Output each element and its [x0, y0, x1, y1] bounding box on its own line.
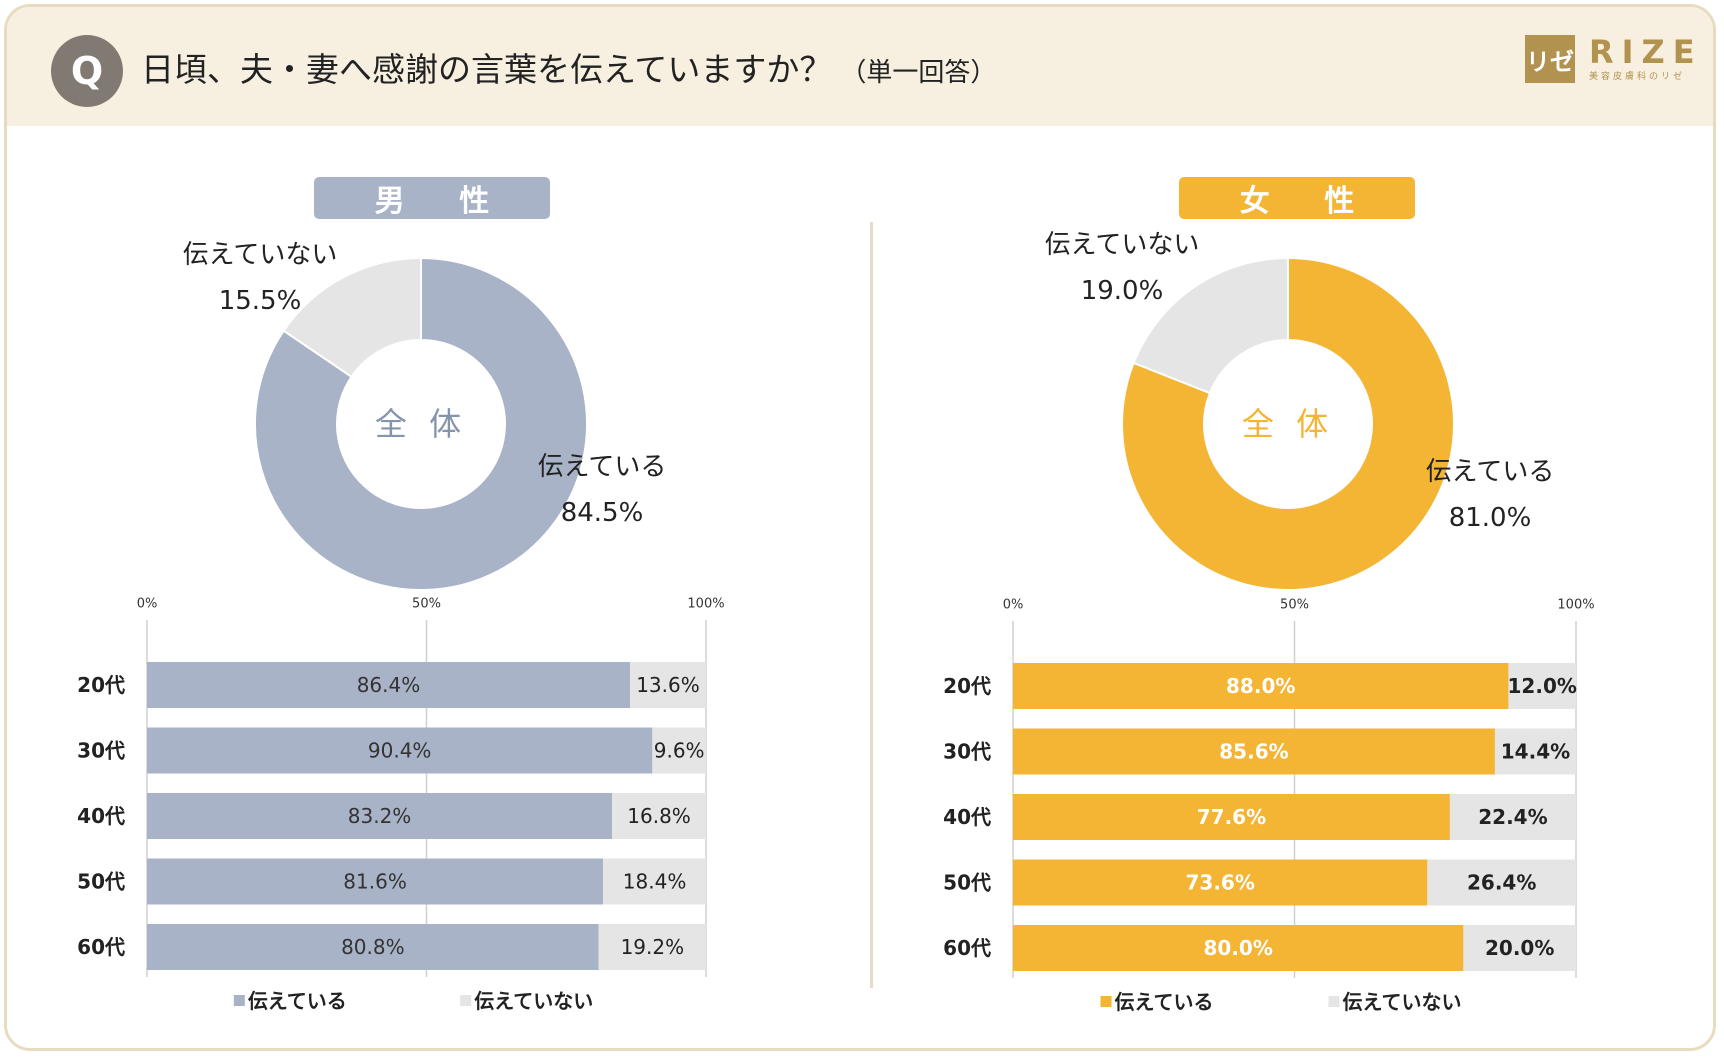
male-bars-category-label: 40代: [77, 804, 125, 828]
female-bars-tick-label: 50%: [1280, 598, 1309, 613]
male-bars-bar-no: [612, 793, 706, 839]
logo-mark: リゼ: [1525, 35, 1575, 83]
male-bars-bar-yes: [147, 858, 604, 905]
female-donut-value-no: 19.0%: [1081, 276, 1164, 306]
male-bars-legend-swatch-no: [460, 995, 472, 1006]
male-donut-slice-yes: [254, 256, 588, 591]
female-bars-bar-no: [1463, 925, 1576, 971]
male-donut-label-yes: 伝えている: [538, 452, 667, 482]
female-bars-legend-label-no: 伝えていない: [1343, 990, 1462, 1014]
female-bars-tick-label: 0%: [1003, 598, 1024, 613]
female-donut-slice-yes: [1121, 256, 1455, 591]
male-bars-legend-swatch-yes: [233, 995, 245, 1006]
female-bars-legend-swatch-yes: [1100, 996, 1112, 1007]
male-donut-slice-no: [282, 256, 422, 379]
male-bars-bar-no-label: 16.8%: [627, 804, 691, 828]
male-donut-value-yes: 84.5%: [561, 498, 644, 528]
male-bars-bar-yes: [147, 662, 630, 708]
female-bars-category-label: 20代: [943, 674, 991, 698]
male-bars-category-label: 50代: [77, 870, 125, 894]
female-bars-bar-no-label: 14.4%: [1501, 740, 1570, 764]
male-bars-category-label: 20代: [77, 673, 125, 697]
male-bars-bar-yes-label: 80.8%: [341, 935, 405, 959]
female-bars-bar-no-label: 12.0%: [1508, 674, 1577, 698]
panel-divider: [870, 222, 873, 988]
female-bars-legend-swatch-no: [1328, 996, 1340, 1007]
question-note: （単一回答）: [840, 58, 997, 88]
female-donut-label-yes: 伝えている: [1426, 457, 1555, 487]
logo-text: RIZE: [1589, 33, 1703, 71]
female-bars-bar-yes-label: 77.6%: [1197, 805, 1266, 829]
female-bars-bar-yes: [1013, 663, 1509, 709]
male-donut-label-no: 伝えていない: [183, 240, 338, 270]
male-bars-bar-no-label: 9.6%: [654, 739, 705, 763]
question-badge: Q: [51, 35, 123, 107]
male-bars-bar-yes-label: 90.4%: [368, 739, 432, 763]
female-bars-bar-yes-label: 73.6%: [1185, 871, 1254, 895]
female-bars-bar-no: [1494, 728, 1576, 775]
female-bars-category-label: 50代: [943, 871, 991, 895]
male-bars-legend-label-yes: 伝えている: [248, 989, 347, 1013]
female-bars-bar-yes-label: 88.0%: [1226, 674, 1295, 698]
female-bars-category-label: 40代: [943, 805, 991, 829]
female-bars-bar-no: [1508, 663, 1576, 709]
female-donut-slice-no: [1132, 256, 1289, 395]
male-bars-bar-no-label: 19.2%: [621, 935, 685, 959]
female-donut-value-yes: 81.0%: [1449, 503, 1532, 533]
female-bars-bar-no-label: 22.4%: [1478, 805, 1547, 829]
male-donut-value-no: 15.5%: [219, 286, 302, 316]
male-bars-bar-yes-label: 81.6%: [343, 870, 407, 894]
male-panel-title: 男 性: [314, 177, 550, 219]
male-bars-bar-yes: [147, 793, 613, 839]
male-bars-category-label: 60代: [77, 935, 125, 959]
male-bars-tick-label: 50%: [412, 597, 441, 612]
female-bars-category-label: 30代: [943, 740, 991, 764]
male-bars-category-label: 30代: [77, 739, 125, 763]
female-panel-title: 女 性: [1179, 177, 1415, 219]
male-bars-tick-label: 0%: [137, 597, 158, 612]
male-bars-bar-yes: [147, 727, 653, 774]
female-bars-bar-yes: [1013, 728, 1495, 775]
male-bars-bar-no-label: 13.6%: [636, 673, 700, 697]
female-donut-center-label: 全 体: [1242, 405, 1334, 443]
header-band: Q 日頃、夫・妻へ感謝の言葉を伝えていますか？ （単一回答） リゼ RIZE 美容…: [7, 7, 1713, 126]
female-bars-legend-label-yes: 伝えている: [1115, 990, 1214, 1014]
female-bars-bar-no: [1449, 794, 1576, 840]
female-donut-label-no: 伝えていない: [1045, 230, 1200, 260]
male-bars-bar-no: [652, 727, 706, 774]
male-bars-bar-no: [629, 662, 706, 708]
female-bars-bar-yes: [1013, 859, 1428, 906]
male-bars-bar-yes: [147, 924, 599, 970]
logo-subtitle: 美容皮膚科のリゼ: [1589, 72, 1686, 82]
male-bars-bar-yes-label: 83.2%: [348, 804, 412, 828]
male-bars-bar-yes-label: 86.4%: [357, 673, 421, 697]
female-bars-tick-label: 100%: [1557, 598, 1594, 613]
female-bars-bar-no-label: 20.0%: [1485, 936, 1554, 960]
male-donut-center-label: 全 体: [375, 405, 467, 443]
female-bars-bar-no: [1427, 859, 1576, 906]
male-bars-tick-label: 100%: [687, 597, 724, 612]
female-bars-category-label: 60代: [943, 936, 991, 960]
female-bars-bar-yes-label: 85.6%: [1219, 740, 1288, 764]
female-bars-bar-yes: [1013, 794, 1450, 840]
male-bars-bar-no-label: 18.4%: [623, 870, 687, 894]
female-bars-bar-yes-label: 80.0%: [1204, 936, 1273, 960]
male-bars-legend-label-no: 伝えていない: [474, 989, 593, 1013]
male-bars-bar-no: [598, 924, 706, 970]
female-bars-bar-yes: [1013, 925, 1464, 971]
question-text: 日頃、夫・妻へ感謝の言葉を伝えていますか？: [141, 50, 833, 89]
question-title: 日頃、夫・妻へ感謝の言葉を伝えていますか？ （単一回答）: [141, 43, 996, 91]
male-bars-bar-no: [603, 858, 706, 905]
female-bars-bar-no-label: 26.4%: [1467, 871, 1536, 895]
